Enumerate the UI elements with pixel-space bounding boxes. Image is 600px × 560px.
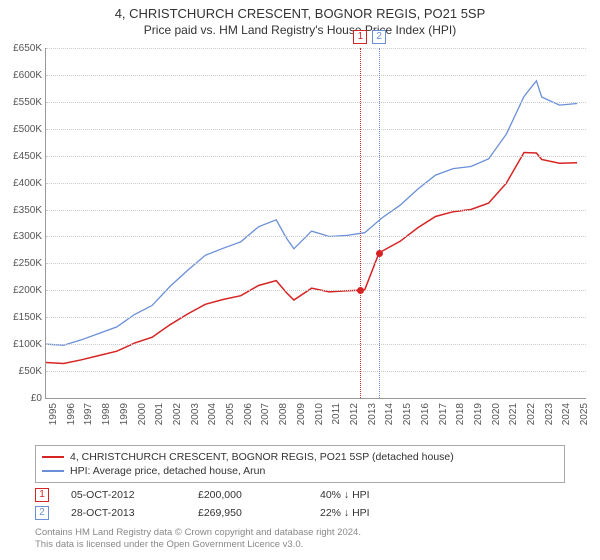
x-tick-label: 1998 [101,403,112,443]
x-tick-label: 2022 [526,403,537,443]
event-marker-line [379,48,380,398]
gridline-h [46,317,586,318]
x-tick-label: 2000 [137,403,148,443]
gridline-h [46,290,586,291]
gridline-h [46,344,586,345]
gridline-h [46,236,586,237]
event-delta: 40% ↓ HPI [320,489,370,501]
x-tick-label: 2010 [314,403,325,443]
y-tick-label: £50K [0,366,42,377]
x-tick-label: 2003 [190,403,201,443]
x-tick-label: 2014 [384,403,395,443]
x-tick-label: 2011 [331,403,342,443]
y-tick-label: £350K [0,205,42,216]
gridline-h [46,183,586,184]
x-tick-label: 2018 [455,403,466,443]
x-tick-label: 2006 [243,403,254,443]
x-tick-label: 2009 [296,403,307,443]
legend-swatch [42,470,64,472]
x-tick-label: 2007 [260,403,271,443]
series-line-price_paid [46,153,577,364]
chart-container: 4, CHRISTCHURCH CRESCENT, BOGNOR REGIS, … [0,0,600,560]
footer-line2: This data is licensed under the Open Gov… [35,539,565,551]
sale-point [376,250,383,257]
x-tick-label: 2001 [154,403,165,443]
chart-plot-area: 12 [45,48,586,399]
event-marker-box: 1 [353,30,367,44]
x-tick-label: 2023 [544,403,555,443]
y-tick-label: £250K [0,258,42,269]
sale-point [357,287,364,294]
y-tick-label: £300K [0,231,42,242]
x-tick-label: 2005 [225,403,236,443]
series-line-hpi [46,81,577,345]
gridline-h [46,48,586,49]
y-tick-label: £650K [0,43,42,54]
x-tick-label: 2024 [561,403,572,443]
x-tick-label: 2025 [579,403,590,443]
footer-line1: Contains HM Land Registry data © Crown c… [35,527,565,539]
chart-footer: Contains HM Land Registry data © Crown c… [35,527,565,552]
x-tick-label: 2020 [491,403,502,443]
x-tick-label: 1999 [119,403,130,443]
x-tick-label: 2016 [420,403,431,443]
x-tick-label: 2004 [207,403,218,443]
x-tick-label: 2008 [278,403,289,443]
x-tick-label: 2021 [508,403,519,443]
legend-row: 4, CHRISTCHURCH CRESCENT, BOGNOR REGIS, … [42,450,558,464]
chart-title-line1: 4, CHRISTCHURCH CRESCENT, BOGNOR REGIS, … [0,0,600,21]
event-delta: 22% ↓ HPI [320,507,370,519]
x-tick-label: 2002 [172,403,183,443]
event-date: 28-OCT-2013 [71,507,176,519]
event-date: 05-OCT-2012 [71,489,176,501]
x-tick-label: 1997 [83,403,94,443]
gridline-h [46,210,586,211]
gridline-h [46,102,586,103]
gridline-h [46,129,586,130]
x-tick-label: 2015 [402,403,413,443]
chart-svg [46,48,586,398]
y-tick-label: £150K [0,312,42,323]
y-tick-label: £600K [0,70,42,81]
x-tick-label: 2017 [438,403,449,443]
event-index-box: 1 [35,488,49,502]
x-tick-label: 1995 [48,403,59,443]
y-tick-label: £500K [0,124,42,135]
y-tick-label: £450K [0,151,42,162]
event-row: 2 28-OCT-2013 £269,950 22% ↓ HPI [35,504,565,522]
event-table: 1 05-OCT-2012 £200,000 40% ↓ HPI 2 28-OCT-201… [35,486,565,522]
y-tick-label: £550K [0,97,42,108]
legend-row: HPI: Average price, detached house, Arun [42,464,558,478]
event-price: £200,000 [198,489,298,501]
x-tick-label: 2013 [367,403,378,443]
chart-title-line2: Price paid vs. HM Land Registry's House … [0,21,600,37]
x-tick-label: 2019 [473,403,484,443]
legend-swatch [42,456,64,458]
gridline-h [46,263,586,264]
x-tick-label: 1996 [66,403,77,443]
legend-label: 4, CHRISTCHURCH CRESCENT, BOGNOR REGIS, … [70,451,454,463]
x-tick-label: 2012 [349,403,360,443]
gridline-h [46,75,586,76]
y-tick-label: £200K [0,285,42,296]
event-row: 1 05-OCT-2012 £200,000 40% ↓ HPI [35,486,565,504]
event-price: £269,950 [198,507,298,519]
legend-label: HPI: Average price, detached house, Arun [70,465,265,477]
event-marker-box: 2 [372,30,386,44]
y-tick-label: £0 [0,393,42,404]
event-marker-line [360,48,361,398]
y-tick-label: £100K [0,339,42,350]
event-index-box: 2 [35,506,49,520]
y-tick-label: £400K [0,178,42,189]
gridline-h [46,371,586,372]
gridline-h [46,156,586,157]
chart-legend: 4, CHRISTCHURCH CRESCENT, BOGNOR REGIS, … [35,445,565,483]
